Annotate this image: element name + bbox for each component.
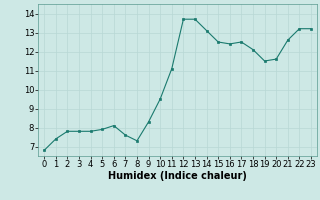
X-axis label: Humidex (Indice chaleur): Humidex (Indice chaleur): [108, 171, 247, 181]
